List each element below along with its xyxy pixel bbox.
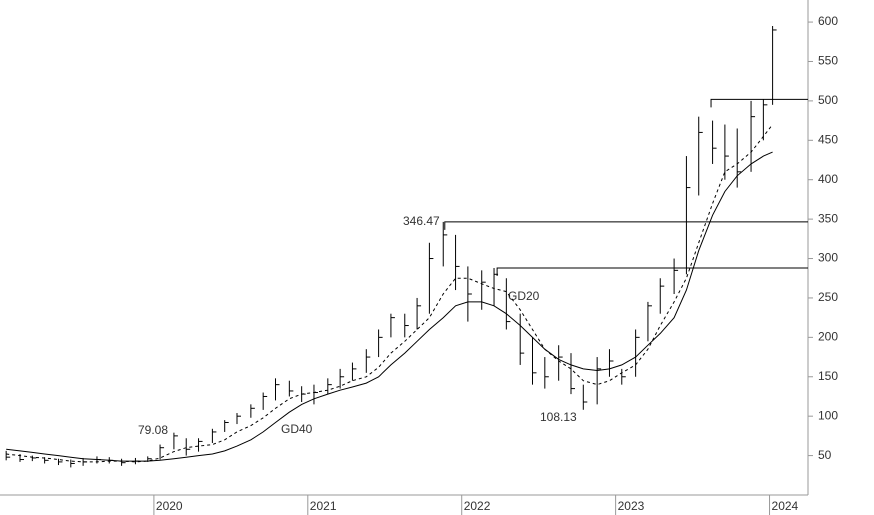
y-tick-label: 600 <box>818 14 838 28</box>
x-tick-label: 2024 <box>772 499 799 513</box>
x-tick-label: 2021 <box>310 499 337 513</box>
x-tick-label: 2022 <box>464 499 491 513</box>
series-label: GD40 <box>281 422 313 436</box>
y-tick-label: 450 <box>818 132 838 146</box>
y-tick-label: 200 <box>818 330 838 344</box>
y-tick-label: 100 <box>818 408 838 422</box>
y-tick-label: 550 <box>818 54 838 68</box>
y-tick-label: 350 <box>818 211 838 225</box>
moving-average <box>6 124 773 463</box>
level-line <box>444 221 808 230</box>
y-tick-label: 250 <box>818 290 838 304</box>
y-tick-label: 300 <box>818 251 838 265</box>
x-tick-label: 2020 <box>156 499 183 513</box>
moving-average <box>6 151 773 462</box>
series-label: GD20 <box>508 289 540 303</box>
annotation: 346.47 <box>403 214 440 228</box>
x-tick-label: 2023 <box>618 499 645 513</box>
annotation: 108.13 <box>540 410 577 424</box>
y-tick-label: 50 <box>818 448 832 462</box>
level-line <box>710 98 808 108</box>
level-line <box>496 267 808 276</box>
y-tick-label: 500 <box>818 93 838 107</box>
annotation: 79.08 <box>138 423 168 437</box>
y-tick-label: 400 <box>818 172 838 186</box>
y-tick-label: 150 <box>818 369 838 383</box>
